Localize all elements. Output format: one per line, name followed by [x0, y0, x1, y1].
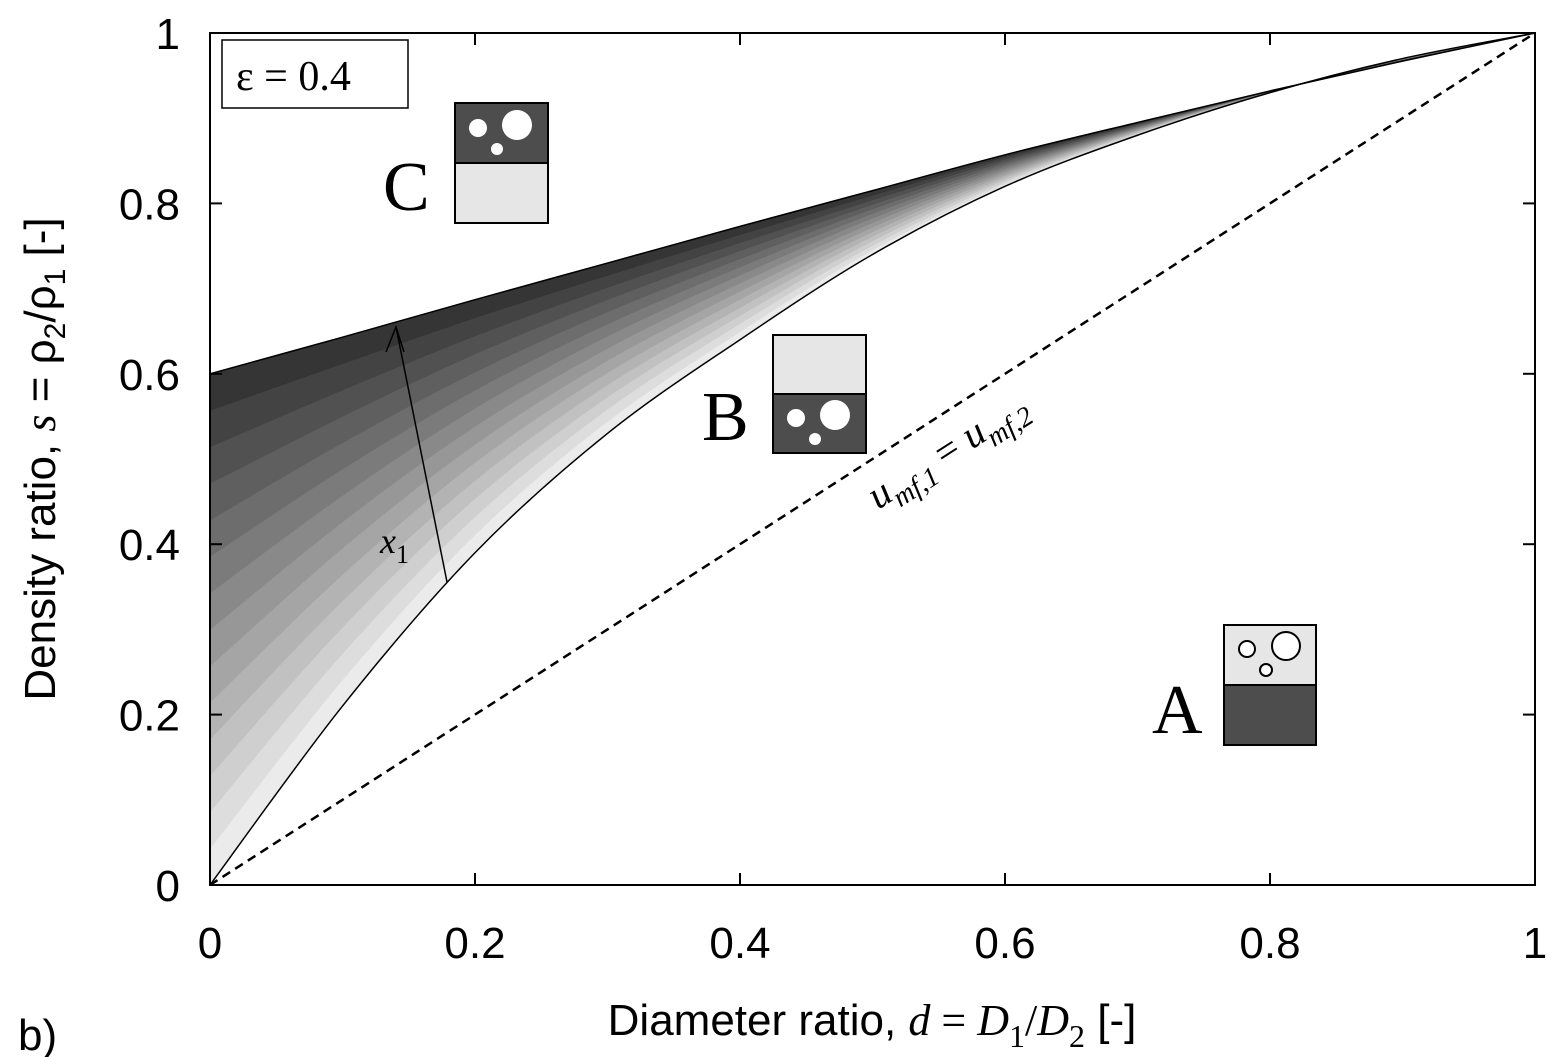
x1-label: x1 [379, 521, 409, 569]
label-sub: 1 [1009, 1018, 1025, 1054]
x-tick-label: 0.6 [974, 919, 1035, 968]
line-label: umf,1 = umf,2 [859, 382, 1040, 524]
label-part: s [16, 415, 65, 432]
label-part: d [908, 996, 931, 1045]
x-tick-label: 0.2 [444, 919, 505, 968]
x-tick-label: 0.8 [1239, 919, 1300, 968]
icon-a [1223, 624, 1317, 746]
label-part: = ρ [16, 339, 65, 414]
y-tick-label: 0.6 [119, 351, 180, 400]
y-tick-label: 0.2 [119, 692, 180, 741]
label-part: Density ratio, [16, 432, 65, 701]
label-part: Diameter ratio, [608, 996, 909, 1045]
annotation-box [221, 39, 409, 109]
plot-frame [209, 32, 1536, 886]
region-label: A [1152, 672, 1203, 749]
panel-label: b) [18, 1011, 57, 1057]
y-tick-label: 1 [156, 10, 180, 59]
label-part: = [930, 996, 977, 1045]
label-part: /ρ [16, 285, 65, 322]
region-label: B [702, 379, 749, 456]
dashed-line [209, 31, 1536, 887]
x-tick-label: 0 [198, 919, 222, 968]
x1-var: x [379, 521, 396, 561]
icon-b [772, 334, 867, 454]
icon-c [454, 102, 549, 224]
x1-sub: 1 [396, 540, 409, 569]
x-tick-label: 0.4 [709, 919, 770, 968]
arrow [395, 326, 448, 583]
label-sub: 1 [39, 269, 72, 286]
curve [209, 32, 1536, 886]
label-part: D [1036, 996, 1069, 1045]
label-part: / [1025, 996, 1038, 1045]
x-axis-label: Diameter ratio, d = D1/D2 [-] [608, 996, 1137, 1054]
y-tick-label: 0.4 [119, 521, 180, 570]
label-sub: 2 [39, 323, 72, 340]
y-axis-label: Density ratio, s = ρ2/ρ1 [-] [16, 217, 72, 700]
curves [209, 31, 1536, 887]
y-tick-label: 0.8 [119, 180, 180, 229]
label-sub: 2 [1069, 1018, 1085, 1054]
arrow-head [385, 324, 405, 353]
epsilon-label: ε = 0.4 [236, 54, 351, 100]
y-tick-label: 0 [156, 862, 180, 911]
label-part: [-] [16, 217, 65, 268]
x-tick-label: 1 [1523, 919, 1547, 968]
region-label: C [383, 149, 430, 226]
axes: 0 0.2 0.4 0.6 0.8 1 0 0.2 0.4 0.6 0.8 1 [119, 10, 1547, 968]
label-part: [-] [1085, 996, 1136, 1045]
label-part: D [976, 996, 1009, 1045]
